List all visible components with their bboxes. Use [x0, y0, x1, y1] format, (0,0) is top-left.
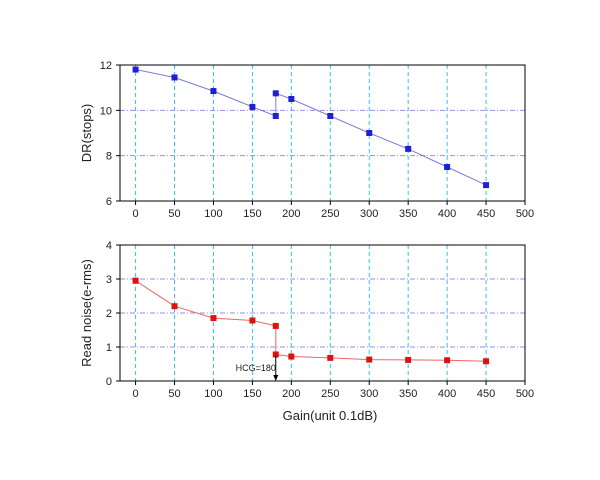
read-noise-data-point [327, 354, 334, 361]
read-noise-y-ticks: 0 1 2 3 4 [106, 240, 120, 388]
dr-axes-frame [119, 64, 526, 202]
read-noise-data-point [483, 358, 490, 365]
read-noise-y-tick-label: 4 [106, 240, 112, 252]
read-noise-data-point [288, 353, 295, 360]
read-noise-x-tick-label: 100 [204, 388, 222, 400]
dr-y-axis-label: DR(stops) [79, 104, 94, 163]
dr-data-point [272, 113, 279, 119]
dr-x-tick-label: 300 [360, 208, 378, 220]
read-noise-x-tick-label: 300 [360, 388, 378, 400]
read-noise-y-tick-label: 3 [106, 274, 112, 286]
read-noise-data-point [366, 356, 373, 363]
dr-x-tick-label: 100 [204, 208, 222, 220]
dr-x-tick-label: 200 [282, 208, 300, 220]
dr-data-point [288, 96, 295, 102]
dr-x-tick-label: 150 [243, 208, 261, 220]
read-noise-data-point [210, 315, 217, 322]
dr-y-tick-label: 10 [100, 105, 112, 117]
read-noise-y-axis-label: Read noise(e-rms) [79, 259, 94, 367]
dr-data-point [210, 88, 217, 95]
read-noise-x-tick-label: 450 [477, 388, 495, 400]
read-noise-x-tick-label: 50 [168, 388, 180, 400]
read-noise-x-tick-label: 400 [438, 388, 456, 400]
dr-x-tick-label: 400 [438, 208, 456, 220]
read-noise-x-tick-label: 0 [133, 388, 139, 400]
dr-x-tick-label: 250 [321, 208, 339, 220]
dr-data-point [171, 74, 178, 81]
read-noise-x-tick-label: 250 [321, 388, 339, 400]
read-noise-x-ticks: 0 50 100 150 200 250 300 350 400 450 500 [133, 381, 534, 400]
dr-data-point [249, 103, 256, 110]
hcg-annotation-label: HCG=180 [236, 363, 276, 373]
dr-y-ticks: 6 8 10 12 [100, 60, 120, 208]
dr-series [132, 66, 490, 189]
dr-y-tick-label: 8 [106, 151, 112, 163]
x-axis-label: Gain(unit 0.1dB) [283, 408, 378, 423]
dr-x-tick-label: 350 [399, 208, 417, 220]
dr-data-point [272, 90, 279, 97]
dr-data-point [132, 66, 139, 73]
read-noise-panel: 0 50 100 150 200 250 300 350 400 450 500 0 1 2 3 4 HCG… [79, 240, 534, 423]
read-noise-x-tick-label: 500 [516, 388, 534, 400]
dr-data-point [366, 130, 373, 136]
read-noise-y-tick-label: 1 [106, 342, 112, 354]
read-noise-data-point [272, 351, 279, 358]
dr-x-ticks: 0 50 100 150 200 250 300 350 400 450 500 [133, 201, 534, 220]
read-noise-series-line [135, 280, 487, 362]
dr-data-point [327, 113, 334, 119]
dr-y-tick-label: 6 [106, 196, 112, 208]
dr-x-tick-label: 450 [477, 208, 495, 220]
dr-series-line [135, 69, 487, 186]
hcg-annotation: HCG=180 [236, 355, 279, 381]
read-noise-data-point [444, 357, 451, 364]
dr-x-tick-label: 50 [168, 208, 180, 220]
read-noise-x-tick-label: 350 [399, 388, 417, 400]
dr-data-point [405, 145, 412, 152]
dr-axes [119, 64, 526, 202]
read-noise-x-tick-label: 150 [243, 388, 261, 400]
read-noise-y-tick-label: 2 [106, 308, 112, 320]
dr-x-tick-label: 0 [133, 208, 139, 220]
read-noise-data-point [249, 317, 256, 324]
dr-grid [120, 65, 525, 201]
dr-x-tick-label: 500 [516, 208, 534, 220]
read-noise-data-point [405, 356, 412, 363]
read-noise-data-point [171, 303, 178, 310]
read-noise-y-tick-label: 0 [106, 376, 112, 388]
dr-panel: 0 50 100 150 200 250 300 350 400 450 500 6 8 10 12 DR… [79, 60, 534, 220]
dr-data-point [483, 182, 490, 189]
read-noise-series [132, 277, 490, 365]
read-noise-data-point [132, 277, 139, 284]
dr-y-tick-label: 12 [100, 60, 112, 72]
read-noise-data-point [272, 322, 279, 329]
read-noise-x-tick-label: 200 [282, 388, 300, 400]
dr-data-point [444, 164, 451, 170]
hcg-arrow-head [273, 375, 279, 381]
